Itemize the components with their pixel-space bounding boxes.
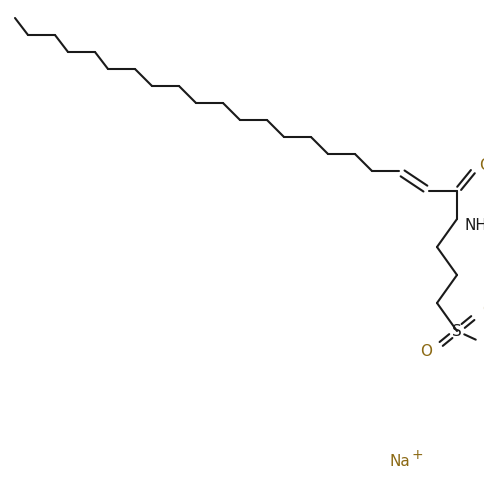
Text: O: O bbox=[419, 345, 431, 360]
Text: +: + bbox=[411, 448, 423, 462]
Text: NH: NH bbox=[464, 218, 484, 233]
Text: O: O bbox=[478, 159, 484, 174]
Text: O: O bbox=[481, 303, 484, 317]
Text: Na: Na bbox=[389, 454, 410, 470]
Text: S: S bbox=[451, 323, 461, 338]
